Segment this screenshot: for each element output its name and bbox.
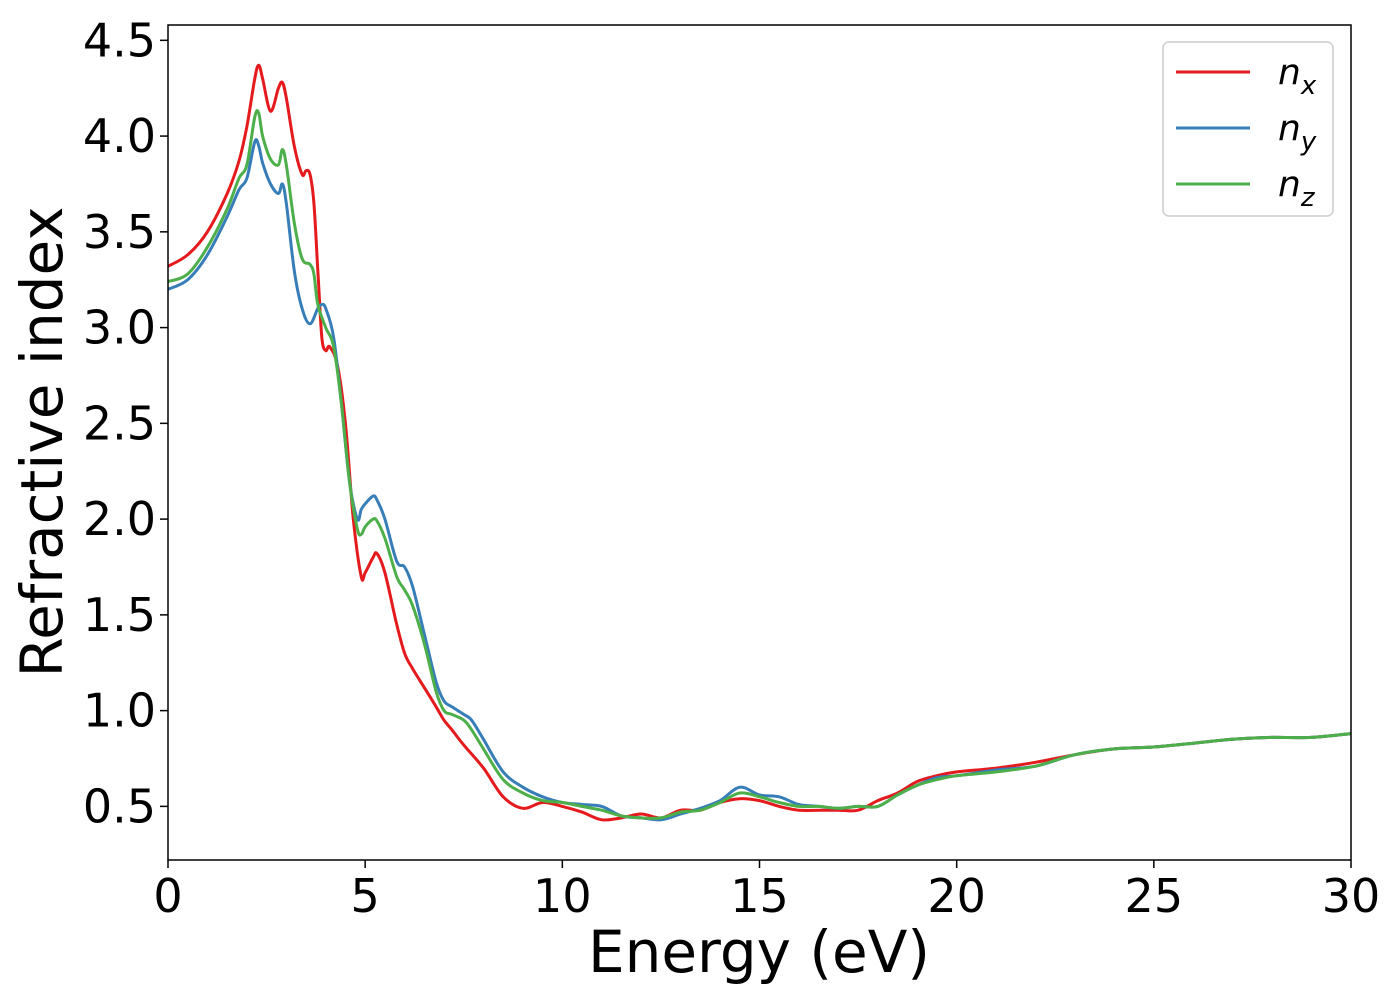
x-tick-label: 10 [533, 869, 592, 923]
plot-background [168, 25, 1351, 860]
y-tick-label: 1.5 [83, 588, 156, 642]
legend-label-base: n [1278, 164, 1301, 205]
x-tick-label: 25 [1125, 869, 1184, 923]
y-tick-label: 0.5 [83, 779, 156, 833]
y-tick-label: 2.5 [83, 396, 156, 450]
y-tick-label: 2.0 [83, 492, 156, 546]
x-tick-label: 0 [153, 869, 182, 923]
legend-label-subscript: z [1300, 183, 1316, 213]
y-tick-label: 1.0 [83, 684, 156, 738]
legend-label-y: ny [1278, 108, 1317, 157]
x-axis-label: Energy (eV) [588, 918, 930, 986]
y-axis-label: Refractive index [8, 206, 76, 677]
y-tick-label: 3.5 [83, 205, 156, 259]
y-axis: 0.5 1.0 1.5 2.0 2.5 3.0 3.5 4.0 4.5 [83, 13, 168, 833]
x-axis: 0 5 10 15 20 25 30 [153, 860, 1380, 923]
x-tick-label: 20 [927, 869, 986, 923]
series-layer [167, 63, 1352, 822]
y-tick-label: 4.0 [83, 109, 156, 163]
legend-label-subscript: y [1300, 127, 1317, 157]
legend-label-subscript: x [1300, 71, 1317, 101]
y-tick-label: 4.5 [83, 13, 156, 67]
legend-label-base: n [1278, 108, 1301, 149]
series-line-x [167, 63, 1352, 822]
series-line-z [167, 109, 1352, 820]
legend-label-x: nx [1278, 52, 1317, 101]
legend-label-z: nz [1278, 164, 1316, 213]
y-tick-label: 3.0 [83, 301, 156, 355]
x-tick-label: 5 [351, 869, 380, 923]
legend-label-base: n [1278, 52, 1301, 93]
x-tick-label: 30 [1322, 869, 1381, 923]
x-tick-label: 15 [730, 869, 789, 923]
